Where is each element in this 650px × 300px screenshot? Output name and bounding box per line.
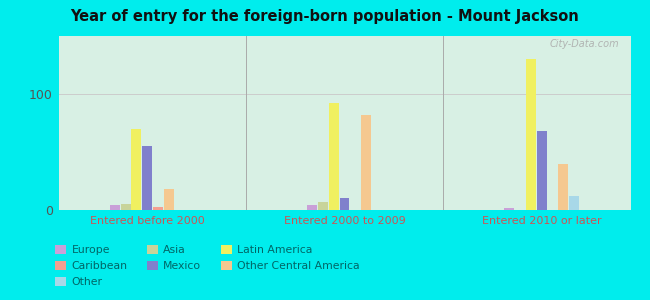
Bar <box>318 202 328 210</box>
Bar <box>110 206 120 210</box>
Bar <box>361 115 371 210</box>
Text: City-Data.com: City-Data.com <box>549 40 619 50</box>
Bar <box>153 206 163 210</box>
Bar <box>142 146 152 210</box>
Text: Year of entry for the foreign-born population - Mount Jackson: Year of entry for the foreign-born popul… <box>71 9 579 24</box>
Bar <box>537 131 547 210</box>
Bar <box>307 206 317 210</box>
Bar <box>558 164 569 210</box>
Bar <box>329 103 339 210</box>
Bar <box>504 208 514 210</box>
Bar <box>526 59 536 210</box>
Bar <box>120 204 131 210</box>
Bar <box>339 198 350 210</box>
Bar <box>164 189 174 210</box>
Legend: Europe, Caribbean, Other, Asia, Mexico, Latin America, Other Central America: Europe, Caribbean, Other, Asia, Mexico, … <box>51 240 364 292</box>
Bar <box>131 129 142 210</box>
Bar <box>569 196 579 210</box>
